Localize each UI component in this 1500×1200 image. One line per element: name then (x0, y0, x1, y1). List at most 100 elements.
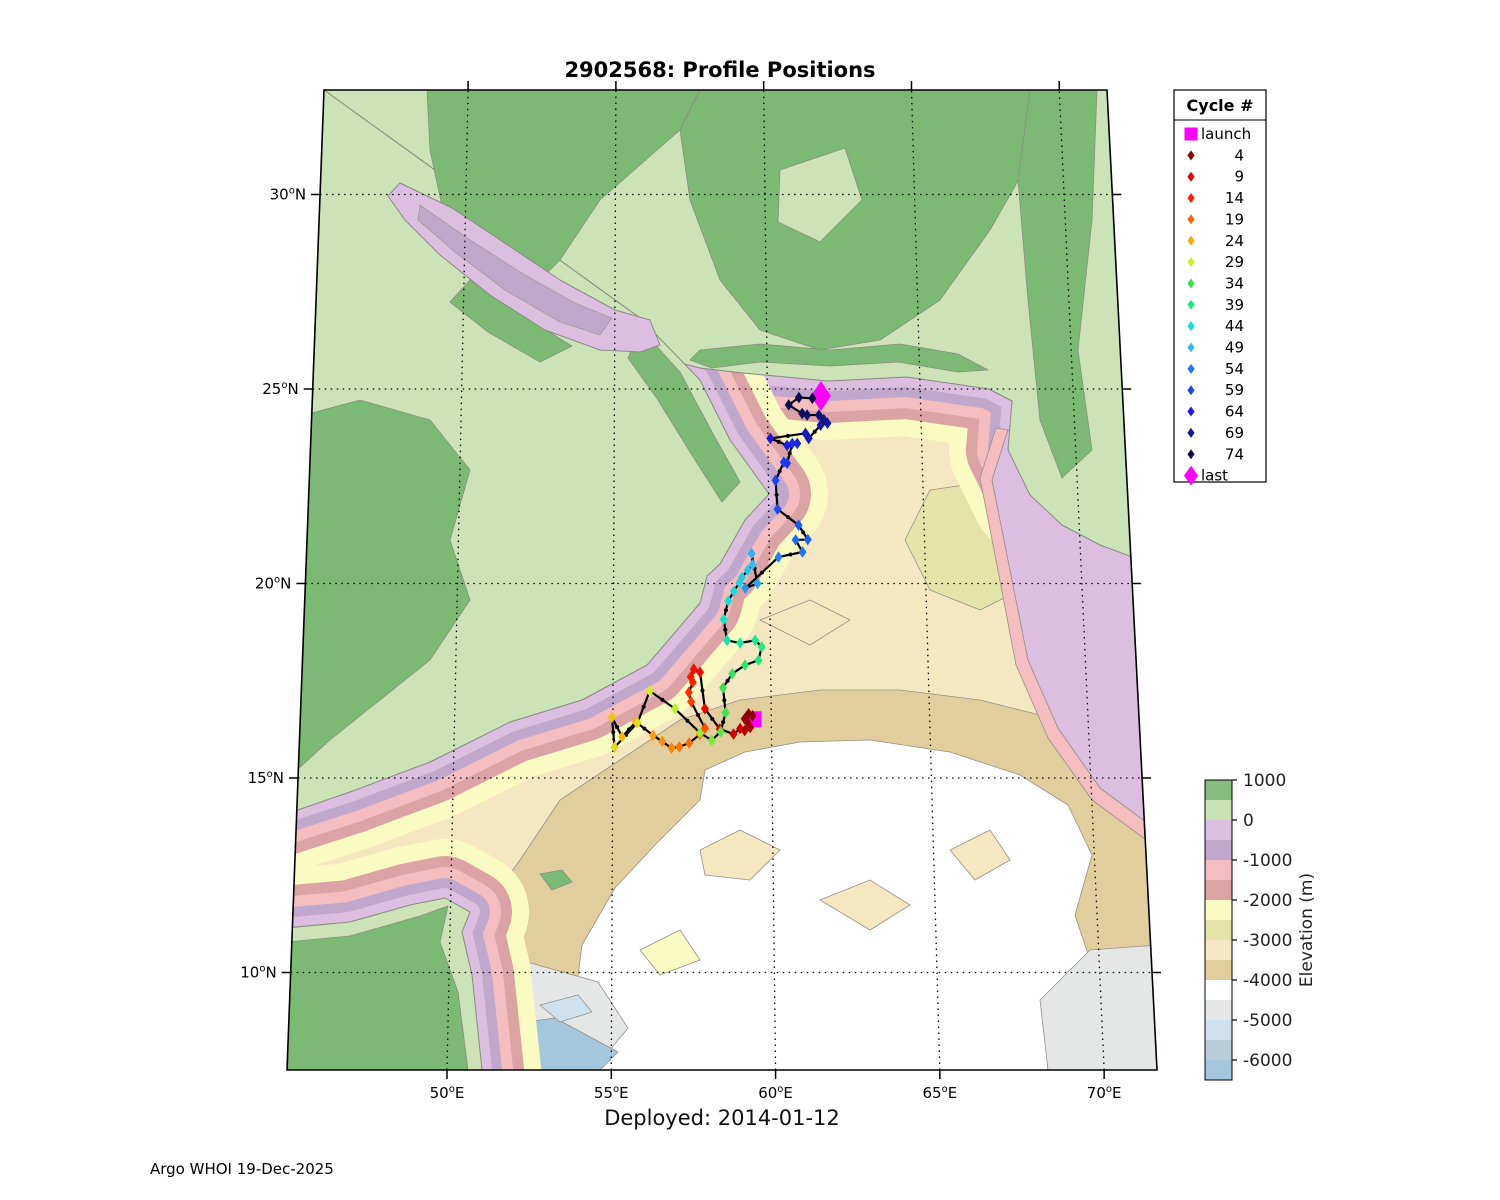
map-border (286, 89, 1158, 1071)
cycle-marker (743, 564, 752, 577)
cycle-marker (722, 634, 731, 647)
cycle-marker (607, 711, 616, 724)
elevation-colorbar: 1000 0 -1000 -2000 -3000 -4000 -5000 -6000 Eleva… (1204, 771, 1317, 1081)
cycle-marker (814, 409, 823, 421)
colorbar-tick: 1000 (1243, 771, 1286, 791)
cycle-marker (748, 559, 757, 571)
cycle-marker (729, 585, 738, 598)
colorbar-tick: -1000 (1243, 851, 1292, 871)
cycle-marker (687, 695, 696, 708)
ridge-tan-1 (699, 829, 781, 881)
cycle-marker (695, 727, 704, 739)
legend-cycle-marker (1187, 193, 1195, 204)
cycle-marker (686, 671, 695, 683)
cycle-marker (753, 577, 762, 590)
cycle-marker (700, 722, 709, 735)
trajectory-layer (607, 381, 832, 754)
colorbar-tick: -6000 (1243, 1051, 1292, 1071)
cycle-marker (741, 659, 750, 671)
cycle-marker (671, 702, 680, 715)
legend-cycle-marker (1187, 257, 1195, 268)
cycle-marker (747, 547, 756, 560)
cycle-marker (707, 734, 716, 747)
legend-cycle-marker (1187, 406, 1195, 417)
cycle-marker (779, 456, 788, 468)
svg-text:10oN: 10oN (240, 964, 276, 982)
cycle-marker (794, 391, 803, 404)
tan-streak (759, 599, 851, 646)
cycle-marker (741, 582, 750, 594)
svg-text:30oN: 30oN (270, 186, 306, 204)
cycle-marker (808, 392, 817, 405)
ridge-tan-2 (819, 879, 911, 931)
cycle-marker (738, 571, 747, 584)
legend-cycle-marker (1187, 363, 1195, 374)
legend-cycle-label: 74 (1225, 445, 1244, 463)
legend-cycle-label: 14 (1225, 189, 1244, 207)
legend-cycle-marker (1187, 214, 1195, 225)
hajar-oman (627, 327, 741, 503)
legend-cycle-label: 69 (1225, 424, 1244, 442)
cycle-marker (718, 681, 727, 694)
legend-cycle-marker (1187, 150, 1195, 161)
ridge-tan-3 (949, 829, 1011, 881)
cycle-marker (736, 722, 745, 735)
legend-cycle-marker (1187, 427, 1195, 438)
cycle-marker (766, 432, 775, 445)
cycle-marker (819, 413, 828, 426)
legend-title: Cycle # (1187, 96, 1254, 115)
cycle-marker (684, 686, 693, 699)
cycle-marker (773, 503, 782, 516)
cycle-marker (633, 716, 642, 729)
cycle-marker (688, 676, 697, 689)
legend-cycle-label: 44 (1225, 317, 1244, 335)
cycle-marker (610, 741, 619, 754)
cycle-marker (798, 407, 807, 420)
legend-last-marker (1184, 465, 1198, 486)
legend-cycle-label: 54 (1225, 360, 1244, 378)
legend-launch-label: launch (1201, 125, 1251, 143)
svg-text:55oE: 55oE (594, 1084, 629, 1102)
legend-cycle-label: 9 (1234, 168, 1244, 186)
cycle-marker (700, 702, 709, 715)
svg-text:20oN: 20oN (255, 575, 291, 593)
cycle-marker (794, 519, 803, 531)
svg-text:50oE: 50oE (430, 1084, 465, 1102)
cycle-marker (675, 741, 684, 753)
cycle-marker (740, 724, 749, 737)
cycle-marker (757, 641, 766, 653)
socotra-island (539, 869, 573, 891)
makran-ridge (689, 343, 989, 373)
legend-cycle-label: 24 (1225, 232, 1244, 250)
colorbar-tick: 0 (1243, 811, 1254, 831)
legend-cycle-label: 39 (1225, 296, 1244, 314)
cycle-marker (645, 685, 654, 697)
legend-launch-marker (1184, 127, 1198, 141)
cycle-marker (658, 735, 667, 748)
legend-cycle-label: 29 (1225, 253, 1244, 271)
ridge-yellow (639, 929, 701, 976)
cycle-marker (771, 474, 780, 487)
map-area (287, 90, 1157, 1070)
svg-text:15oN: 15oN (248, 769, 284, 787)
legend-cycle-marker (1187, 299, 1195, 310)
legend-cycle-marker (1187, 342, 1195, 353)
cycle-marker (724, 595, 733, 607)
cycle-marker (803, 533, 812, 546)
cycle-marker (793, 437, 802, 450)
svg-text:70oE: 70oE (1087, 1084, 1122, 1102)
cycle-marker (798, 546, 807, 558)
legend-cycle-marker (1187, 278, 1195, 289)
colorbar-tick: -3000 (1243, 931, 1292, 951)
axis-ticks-labels: 50oE 55oE 60oE 65oE 70oE 30oN 25oN 20oN 15oN 10oN (240, 81, 1162, 1102)
colorbar-tick: -5000 (1243, 1011, 1292, 1031)
legend-cycle-label: 34 (1225, 274, 1244, 292)
somalia-high (287, 905, 469, 1070)
cycle-marker (783, 457, 792, 470)
cycle-marker (754, 654, 763, 666)
svg-text:25oN: 25oN (262, 380, 298, 398)
page-title: 2902568: Profile Positions (564, 58, 876, 82)
cycle-marker (695, 666, 704, 678)
